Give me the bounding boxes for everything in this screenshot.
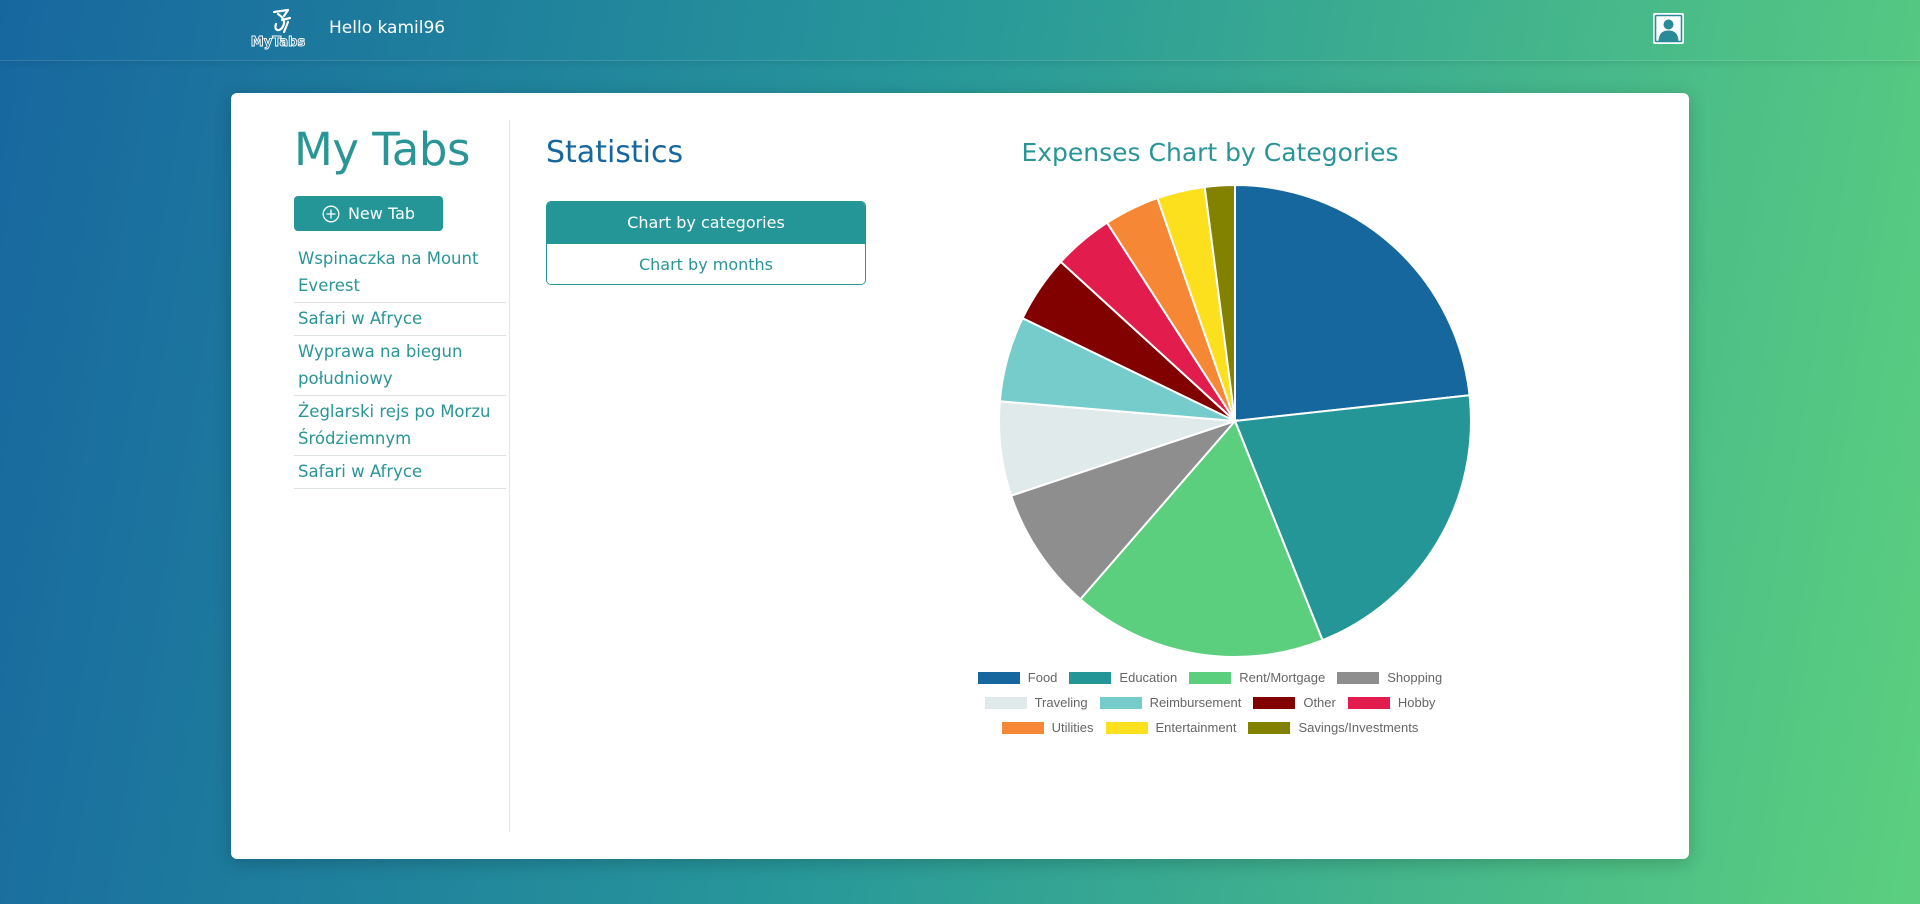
legend-label: Shopping bbox=[1387, 670, 1443, 685]
expenses-pie-chart bbox=[998, 183, 1472, 658]
legend-item[interactable]: Other bbox=[1253, 693, 1336, 712]
main-card: My Tabs New Tab Wspinaczka na Mount Ever… bbox=[231, 93, 1689, 859]
legend-item[interactable]: Shopping bbox=[1337, 668, 1442, 687]
legend-item[interactable]: Entertainment bbox=[1105, 718, 1237, 737]
legend-label: Entertainment bbox=[1155, 720, 1237, 735]
column-divider bbox=[509, 120, 510, 832]
sidebar-title: My Tabs bbox=[294, 123, 470, 176]
chart-by-categories-button[interactable]: Chart by categories bbox=[547, 202, 865, 243]
chart-type-switch: Chart by categories Chart by months bbox=[546, 201, 866, 285]
mytabs-logo-image: MyTabs bbox=[250, 8, 306, 50]
legend-item[interactable]: Utilities bbox=[1001, 718, 1094, 737]
mytabs-logo[interactable]: MyTabs bbox=[244, 8, 312, 50]
chart-by-months-button[interactable]: Chart by months bbox=[547, 243, 865, 284]
pie-slice-rent-mortgage[interactable] bbox=[1078, 419, 1324, 658]
legend-item[interactable]: Reimbursement bbox=[1099, 693, 1242, 712]
user-profile-button[interactable] bbox=[1652, 12, 1685, 45]
legend-swatch bbox=[1248, 721, 1291, 734]
tab-list-item[interactable]: Żeglarski rejs po Morzu Śródziemnym bbox=[294, 396, 506, 456]
legend-swatch bbox=[1337, 671, 1380, 684]
legend-label: Traveling bbox=[1034, 695, 1088, 710]
legend-swatch bbox=[1099, 696, 1142, 709]
plus-circle-icon bbox=[322, 205, 340, 222]
legend-item[interactable]: Savings/Investments bbox=[1248, 718, 1418, 737]
top-navbar: MyTabs Hello kamil96 bbox=[0, 0, 1920, 61]
legend-swatch bbox=[977, 671, 1020, 684]
legend-swatch bbox=[1001, 721, 1044, 734]
legend-item[interactable]: Hobby bbox=[1347, 693, 1436, 712]
tab-list-item[interactable]: Wyprawa na biegun południowy bbox=[294, 336, 506, 396]
legend-swatch bbox=[1347, 696, 1390, 709]
legend-swatch bbox=[1105, 721, 1148, 734]
legend-swatch bbox=[1253, 696, 1296, 709]
legend-item[interactable]: Education bbox=[1069, 668, 1177, 687]
user-profile-icon bbox=[1653, 13, 1684, 44]
legend-swatch bbox=[984, 696, 1027, 709]
tab-list: Wspinaczka na Mount Everest Safari w Afr… bbox=[294, 243, 506, 489]
legend-swatch bbox=[1189, 671, 1232, 684]
legend-label: Food bbox=[1027, 670, 1058, 685]
statistics-title: Statistics bbox=[546, 135, 684, 170]
tab-list-item[interactable]: Safari w Afryce bbox=[294, 303, 506, 336]
legend-swatch bbox=[1069, 671, 1112, 684]
legend-label: Other bbox=[1303, 695, 1336, 710]
pie-slice-education[interactable] bbox=[1233, 394, 1472, 642]
pie-slice-savings-investments[interactable] bbox=[1203, 183, 1236, 422]
svg-text:MyTabs: MyTabs bbox=[251, 35, 306, 50]
tab-list-item[interactable]: Wspinaczka na Mount Everest bbox=[294, 243, 506, 303]
legend-label: Utilities bbox=[1051, 720, 1094, 735]
chart-title: Expenses Chart by Categories bbox=[1021, 138, 1399, 167]
legend-item[interactable]: Traveling bbox=[984, 693, 1088, 712]
tab-list-item[interactable]: Safari w Afryce bbox=[294, 456, 506, 489]
new-tab-label: New Tab bbox=[347, 204, 416, 223]
greeting-text: Hello kamil96 bbox=[329, 18, 446, 38]
legend-label: Savings/Investments bbox=[1298, 720, 1419, 735]
chart-legend: Food Education Rent/Mortgage Shopping Travel… bbox=[940, 668, 1480, 737]
legend-item[interactable]: Food bbox=[977, 668, 1058, 687]
new-tab-button[interactable]: New Tab bbox=[294, 196, 443, 231]
pie-slice-food[interactable] bbox=[1234, 183, 1471, 423]
pie-slice-shopping[interactable] bbox=[1009, 418, 1239, 601]
legend-label: Reimbursement bbox=[1149, 695, 1242, 710]
legend-label: Rent/Mortgage bbox=[1239, 670, 1326, 685]
legend-item[interactable]: Rent/Mortgage bbox=[1189, 668, 1325, 687]
legend-label: Education bbox=[1119, 670, 1178, 685]
legend-label: Hobby bbox=[1397, 695, 1436, 710]
